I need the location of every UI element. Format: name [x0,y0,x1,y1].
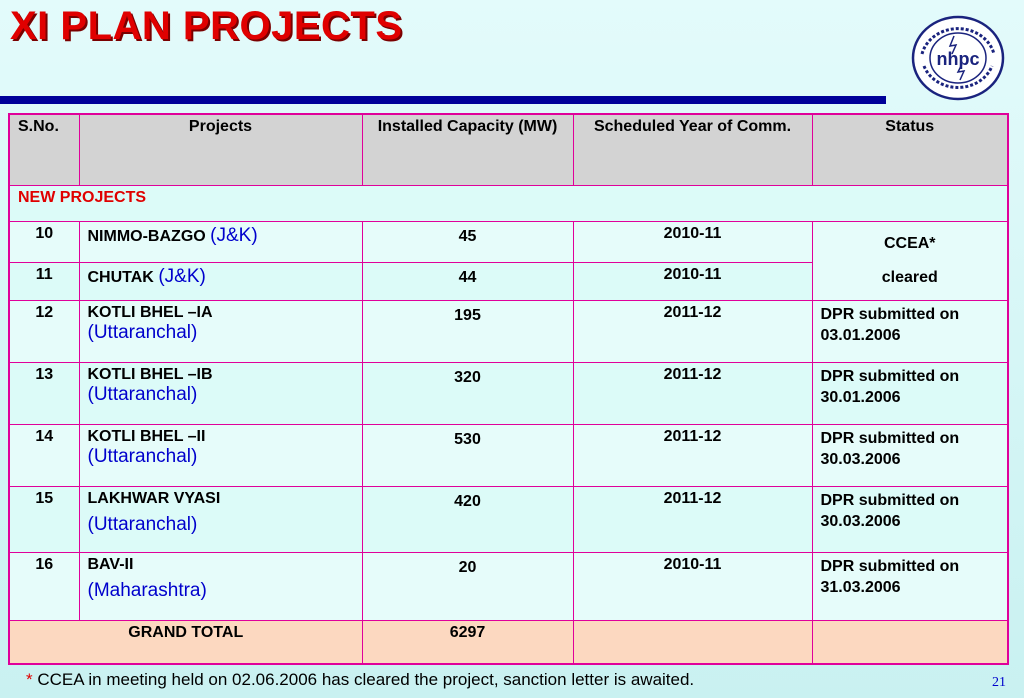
header-status: Status [811,113,1009,186]
table-row: 13 KOTLI BHEL –IB (Uttaranchal) 320 2011-… [8,361,1009,425]
header-sno: S.No. [8,113,80,186]
projects-table: S.No. Projects Installed Capacity (MW) S… [8,113,1009,665]
grand-total-row: GRAND TOTAL 6297 [8,619,1009,665]
project-location: (Uttaranchal) [87,383,198,405]
row-year: 2011-12 [572,299,813,363]
section-row: NEW PROJECTS [8,184,1009,222]
project-location: (Maharashtra) [87,579,207,601]
row-sno: 16 [8,551,80,621]
section-label: NEW PROJECTS [8,184,1009,222]
project-location: (J&K) [158,265,206,287]
row-project: KOTLI BHEL –II (Uttaranchal) [78,423,363,487]
row-sno: 14 [8,423,80,487]
title-rule [0,96,886,104]
row-project: BAV-II (Maharashtra) [78,551,363,621]
grand-total-value: 6297 [361,619,574,665]
logo-text: nhpc [937,49,980,69]
row-sno: 12 [8,299,80,363]
row-capacity: 195 [361,299,574,363]
row-sno: 11 [8,261,80,301]
table-row: 10 NIMMO-BAZGO (J&K) 45 2010-11 CCEA* cle… [8,220,1009,301]
grand-total-empty-year [572,619,813,665]
header-year: Scheduled Year of Comm. [572,113,813,186]
row-status: DPR submitted on 03.01.2006 [811,299,1009,363]
row-year: 2011-12 [572,361,813,425]
project-location: (Uttaranchal) [87,321,198,343]
row-year: 2011-12 [572,485,813,553]
row-status: DPR submitted on 30.01.2006 [811,361,1009,425]
row-capacity: 420 [361,485,574,553]
row-project: LAKHWAR VYASI (Uttaranchal) [78,485,363,553]
row-capacity: 20 [361,551,574,621]
project-name: BAV-II [87,555,134,573]
row-project: KOTLI BHEL –IB (Uttaranchal) [78,361,363,425]
row-project: NIMMO-BAZGO (J&K) [78,220,363,263]
ccea-line1: CCEA* [883,234,936,252]
row-project: CHUTAK (J&K) [78,261,363,301]
row-status: DPR submitted on 30.03.2006 [811,423,1009,487]
nhpc-logo-seal: nhpc [911,15,1005,101]
row-year: 2010-11 [572,261,813,301]
row-sno: 10 [8,220,80,263]
row-capacity: 320 [361,361,574,425]
ccea-line2: cleared [881,268,938,286]
row-status: DPR submitted on 30.03.2006 [811,485,1009,553]
table-header-row: S.No. Projects Installed Capacity (MW) S… [8,113,1009,186]
row-capacity: 44 [361,261,574,301]
table-row: 12 KOTLI BHEL –IA (Uttaranchal) 195 2011-… [8,299,1009,363]
ccea-status: CCEA* cleared [811,220,1009,301]
project-name: CHUTAK [87,268,154,286]
footnote-text: CCEA in meeting held on 02.06.2006 has c… [37,670,695,689]
header-projects: Projects [78,113,363,186]
row-year: 2010-11 [572,551,813,621]
project-name: NIMMO-BAZGO [87,227,206,245]
table-row: 16 BAV-II (Maharashtra) 20 2010-11 DPR su… [8,551,1009,621]
footnote-marker: * [26,670,33,689]
project-location: (Uttaranchal) [87,513,198,535]
project-name: KOTLI BHEL –II [87,427,206,445]
project-location: (J&K) [210,224,258,246]
grand-total-empty-status [811,619,1009,665]
grand-total-label: GRAND TOTAL [8,619,363,665]
table-row: 11 CHUTAK (J&K) 44 2010-11 [8,261,1008,301]
project-name: LAKHWAR VYASI [87,489,221,507]
row-year: 2011-12 [572,423,813,487]
row-capacity: 530 [361,423,574,487]
table-row: 15 LAKHWAR VYASI (Uttaranchal) 420 2011-1… [8,485,1009,553]
row-project: KOTLI BHEL –IA (Uttaranchal) [78,299,363,363]
project-location: (Uttaranchal) [87,445,198,467]
project-name: KOTLI BHEL –IA [87,303,213,321]
header-capacity: Installed Capacity (MW) [361,113,574,186]
row-capacity: 45 [361,220,574,263]
row-sno: 13 [8,361,80,425]
footnote: * CCEA in meeting held on 02.06.2006 has… [26,670,694,690]
page-number: 21 [992,675,1006,690]
row-sno: 15 [8,485,80,553]
row-year: 2010-11 [572,220,813,263]
page-title: XI PLAN PROJECTS [10,4,403,48]
table-row: 14 KOTLI BHEL –II (Uttaranchal) 530 2011-… [8,423,1009,487]
project-name: KOTLI BHEL –IB [87,365,213,383]
row-status: DPR submitted on 31.03.2006 [811,551,1009,621]
